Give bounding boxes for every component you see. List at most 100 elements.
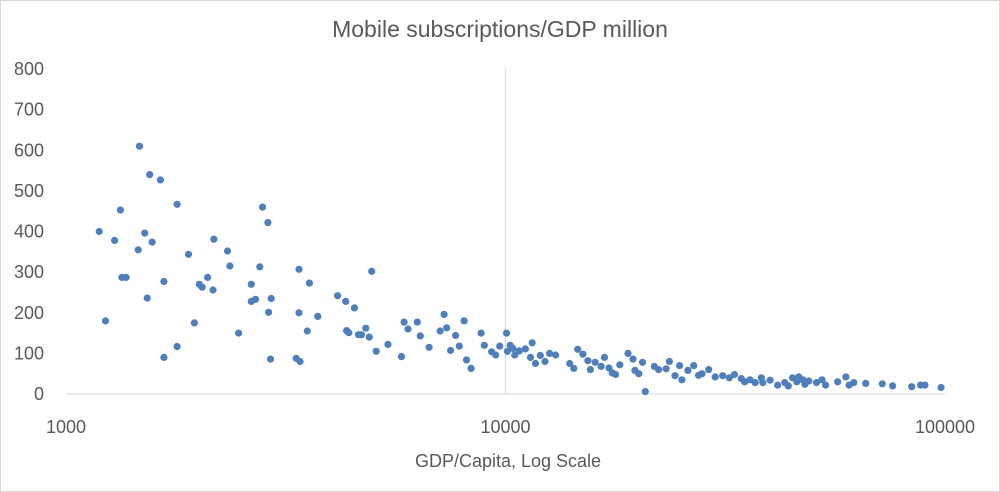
scatter-point [629, 355, 637, 363]
scatter-point [889, 382, 897, 390]
scatter-point [295, 309, 303, 317]
y-tick-label: 300 [14, 262, 44, 282]
scatter-point [146, 171, 154, 179]
scatter-point [690, 362, 698, 370]
scatter-point [812, 379, 821, 387]
scatter-point [156, 176, 164, 184]
scatter-point [503, 347, 511, 355]
scatter-point [365, 333, 373, 341]
y-tick-label: 700 [14, 100, 44, 120]
y-tick-label: 500 [14, 181, 44, 201]
scatter-point [759, 379, 767, 387]
scatter-point [184, 250, 193, 258]
scatter-point [416, 332, 424, 340]
scatter-point [266, 355, 275, 363]
scatter-point [546, 349, 554, 357]
scatter-point [574, 345, 582, 353]
scatter-point [265, 308, 273, 316]
scatter-point [584, 357, 592, 365]
scatter-point [111, 236, 119, 244]
scatter-point [436, 327, 444, 335]
scatter-point [515, 347, 523, 355]
scatter-point [850, 379, 858, 387]
scatter-point [477, 329, 485, 337]
scatter-point [818, 376, 826, 384]
y-tick-label: 400 [14, 222, 44, 242]
scatter-point [362, 324, 370, 332]
scatter-point [467, 364, 475, 372]
scatter-point [671, 372, 679, 380]
scatter-point [303, 327, 311, 335]
chart-title: Mobile subscriptions/GDP million [332, 16, 668, 42]
scatter-point [252, 295, 260, 303]
scatter-point [725, 374, 733, 382]
scatter-point [531, 359, 540, 368]
x-tick-label: 10000 [480, 417, 530, 437]
scatter-point [526, 353, 535, 361]
y-tick-label: 100 [14, 343, 44, 363]
scatter-point [822, 381, 830, 389]
data-points [95, 142, 945, 396]
scatter-point [295, 265, 303, 273]
scatter-point [908, 383, 916, 391]
scatter-point [705, 366, 713, 374]
scatter-point [235, 329, 243, 337]
scatter-point [384, 340, 392, 348]
scatter-point [600, 353, 609, 361]
scatter-point [616, 361, 624, 369]
scatter-point [447, 346, 455, 355]
x-tick-label: 1000 [46, 417, 86, 437]
scatter-point [862, 379, 870, 387]
scatter-point [135, 142, 144, 150]
scatter-point [122, 273, 130, 281]
y-tick-label: 600 [14, 140, 44, 160]
scatter-point [198, 283, 206, 291]
y-tick-label: 0 [34, 384, 44, 404]
scatter-point [784, 382, 792, 390]
scatter-point [665, 357, 674, 366]
scatter-point [264, 219, 272, 227]
scatter-point [256, 263, 264, 271]
x-tick-label: 100000 [915, 417, 975, 437]
scatter-point [751, 379, 759, 387]
scatter-point [638, 358, 647, 366]
scatter-point [662, 365, 670, 373]
scatter-point [173, 200, 181, 208]
scatter-point [95, 227, 103, 236]
scatter-point [209, 286, 217, 294]
scatter-point [134, 246, 142, 254]
scatter-point [730, 370, 739, 379]
scatter-point [404, 325, 412, 333]
scatter-point [741, 378, 749, 386]
scatter-point [305, 279, 313, 287]
scatter-point [937, 383, 945, 392]
scatter-point [774, 381, 782, 389]
scatter-point [413, 318, 421, 326]
scatter-point [334, 292, 342, 300]
scatter-point [223, 247, 232, 255]
scatter-point [443, 324, 451, 332]
scatter-point [400, 318, 408, 326]
y-tick-label: 800 [14, 59, 44, 79]
scatter-point [641, 388, 649, 396]
scatter-point [372, 347, 380, 355]
scatter-point [101, 317, 110, 325]
x-axis-title: GDP/Capita, Log Scale [415, 451, 601, 471]
scatter-point [160, 353, 168, 361]
scatter-point [314, 312, 322, 320]
scatter-point [921, 381, 929, 389]
scatter-point [425, 343, 433, 351]
scatter-point [462, 356, 471, 364]
scatter-point [655, 366, 663, 374]
scatter-point [805, 377, 813, 385]
scatter-point [455, 342, 463, 350]
scatter-point [267, 294, 275, 303]
scatter-point [160, 277, 168, 286]
scatter-point [624, 349, 632, 357]
scatter-point [210, 235, 218, 243]
scatter-point [368, 267, 376, 275]
scatter-point [570, 364, 578, 372]
scatter-point [345, 329, 353, 337]
scatter-point [247, 280, 255, 288]
scatter-point [496, 342, 504, 350]
